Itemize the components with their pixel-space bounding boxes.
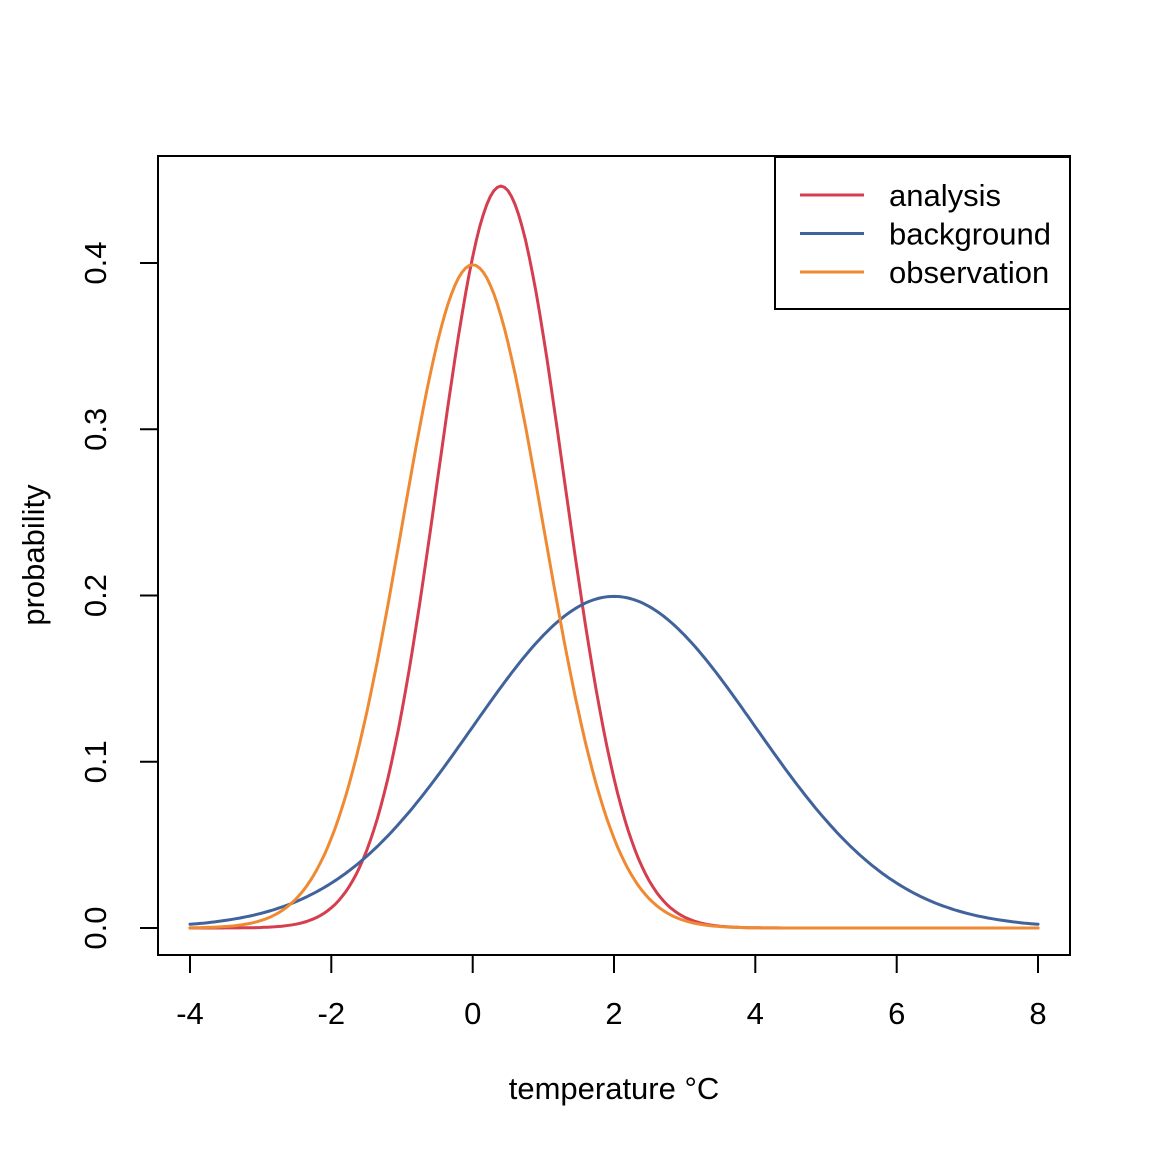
y-tick-label: 0.2 bbox=[78, 574, 113, 617]
y-axis: 0.0 0.1 0.2 0.3 0.4 bbox=[78, 241, 158, 950]
x-tick-label: 4 bbox=[747, 996, 764, 1031]
y-axis-title: probability bbox=[16, 484, 51, 626]
curves bbox=[188, 184, 1040, 930]
y-tick-label: 0.1 bbox=[78, 740, 113, 783]
x-tick-label: 8 bbox=[1029, 996, 1046, 1031]
observation-curve bbox=[188, 263, 1040, 930]
x-tick-label: 2 bbox=[605, 996, 622, 1031]
x-axis: -4 -2 0 2 4 6 8 bbox=[176, 955, 1047, 1031]
y-tick-label: 0.3 bbox=[78, 408, 113, 451]
x-tick-label: -4 bbox=[176, 996, 204, 1031]
x-axis-title: temperature °C bbox=[509, 1071, 720, 1106]
legend-label-analysis: analysis bbox=[889, 178, 1001, 213]
legend-label-observation: observation bbox=[889, 255, 1049, 290]
y-tick-label: 0.0 bbox=[78, 906, 113, 949]
y-tick-label: 0.4 bbox=[78, 241, 113, 284]
x-tick-label: 0 bbox=[464, 996, 481, 1031]
background-curve bbox=[188, 594, 1040, 926]
legend: analysis background observation bbox=[774, 156, 1071, 310]
x-tick-label: 6 bbox=[888, 996, 905, 1031]
x-tick-label: -2 bbox=[318, 996, 346, 1031]
legend-label-background: background bbox=[889, 217, 1051, 252]
